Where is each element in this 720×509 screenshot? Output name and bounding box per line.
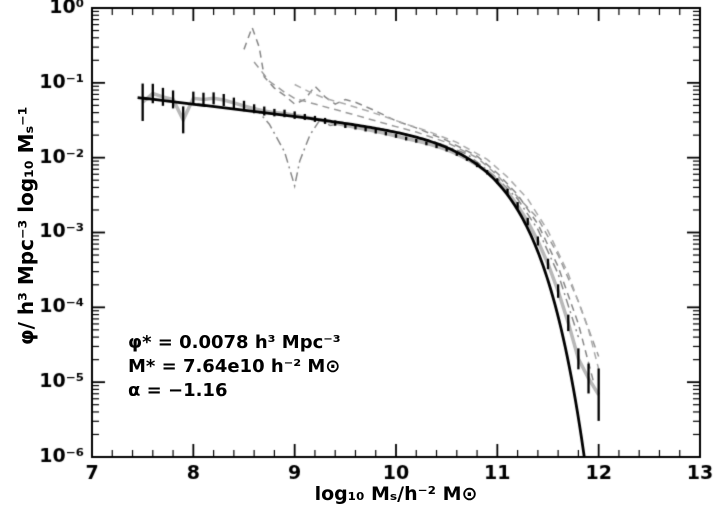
y-axis-label: φ/ h³ Mpc⁻³ log₁₀ Mₛ⁻¹ xyxy=(14,106,38,345)
fit-phi-star-value: φ* = 0.0078 h³ Mpc⁻³ xyxy=(128,332,341,353)
fit-annotation: φ* = 0.0078 h³ Mpc⁻³ M* = 7.64e10 h⁻² M⊙… xyxy=(128,331,341,403)
fit-m-star-value: M* = 7.64e10 h⁻² M⊙ xyxy=(128,356,341,377)
x-axis-label: log₁₀ Mₛ/h⁻² M⊙ xyxy=(314,483,478,505)
fit-alpha-value: α = −1.16 xyxy=(128,380,228,401)
